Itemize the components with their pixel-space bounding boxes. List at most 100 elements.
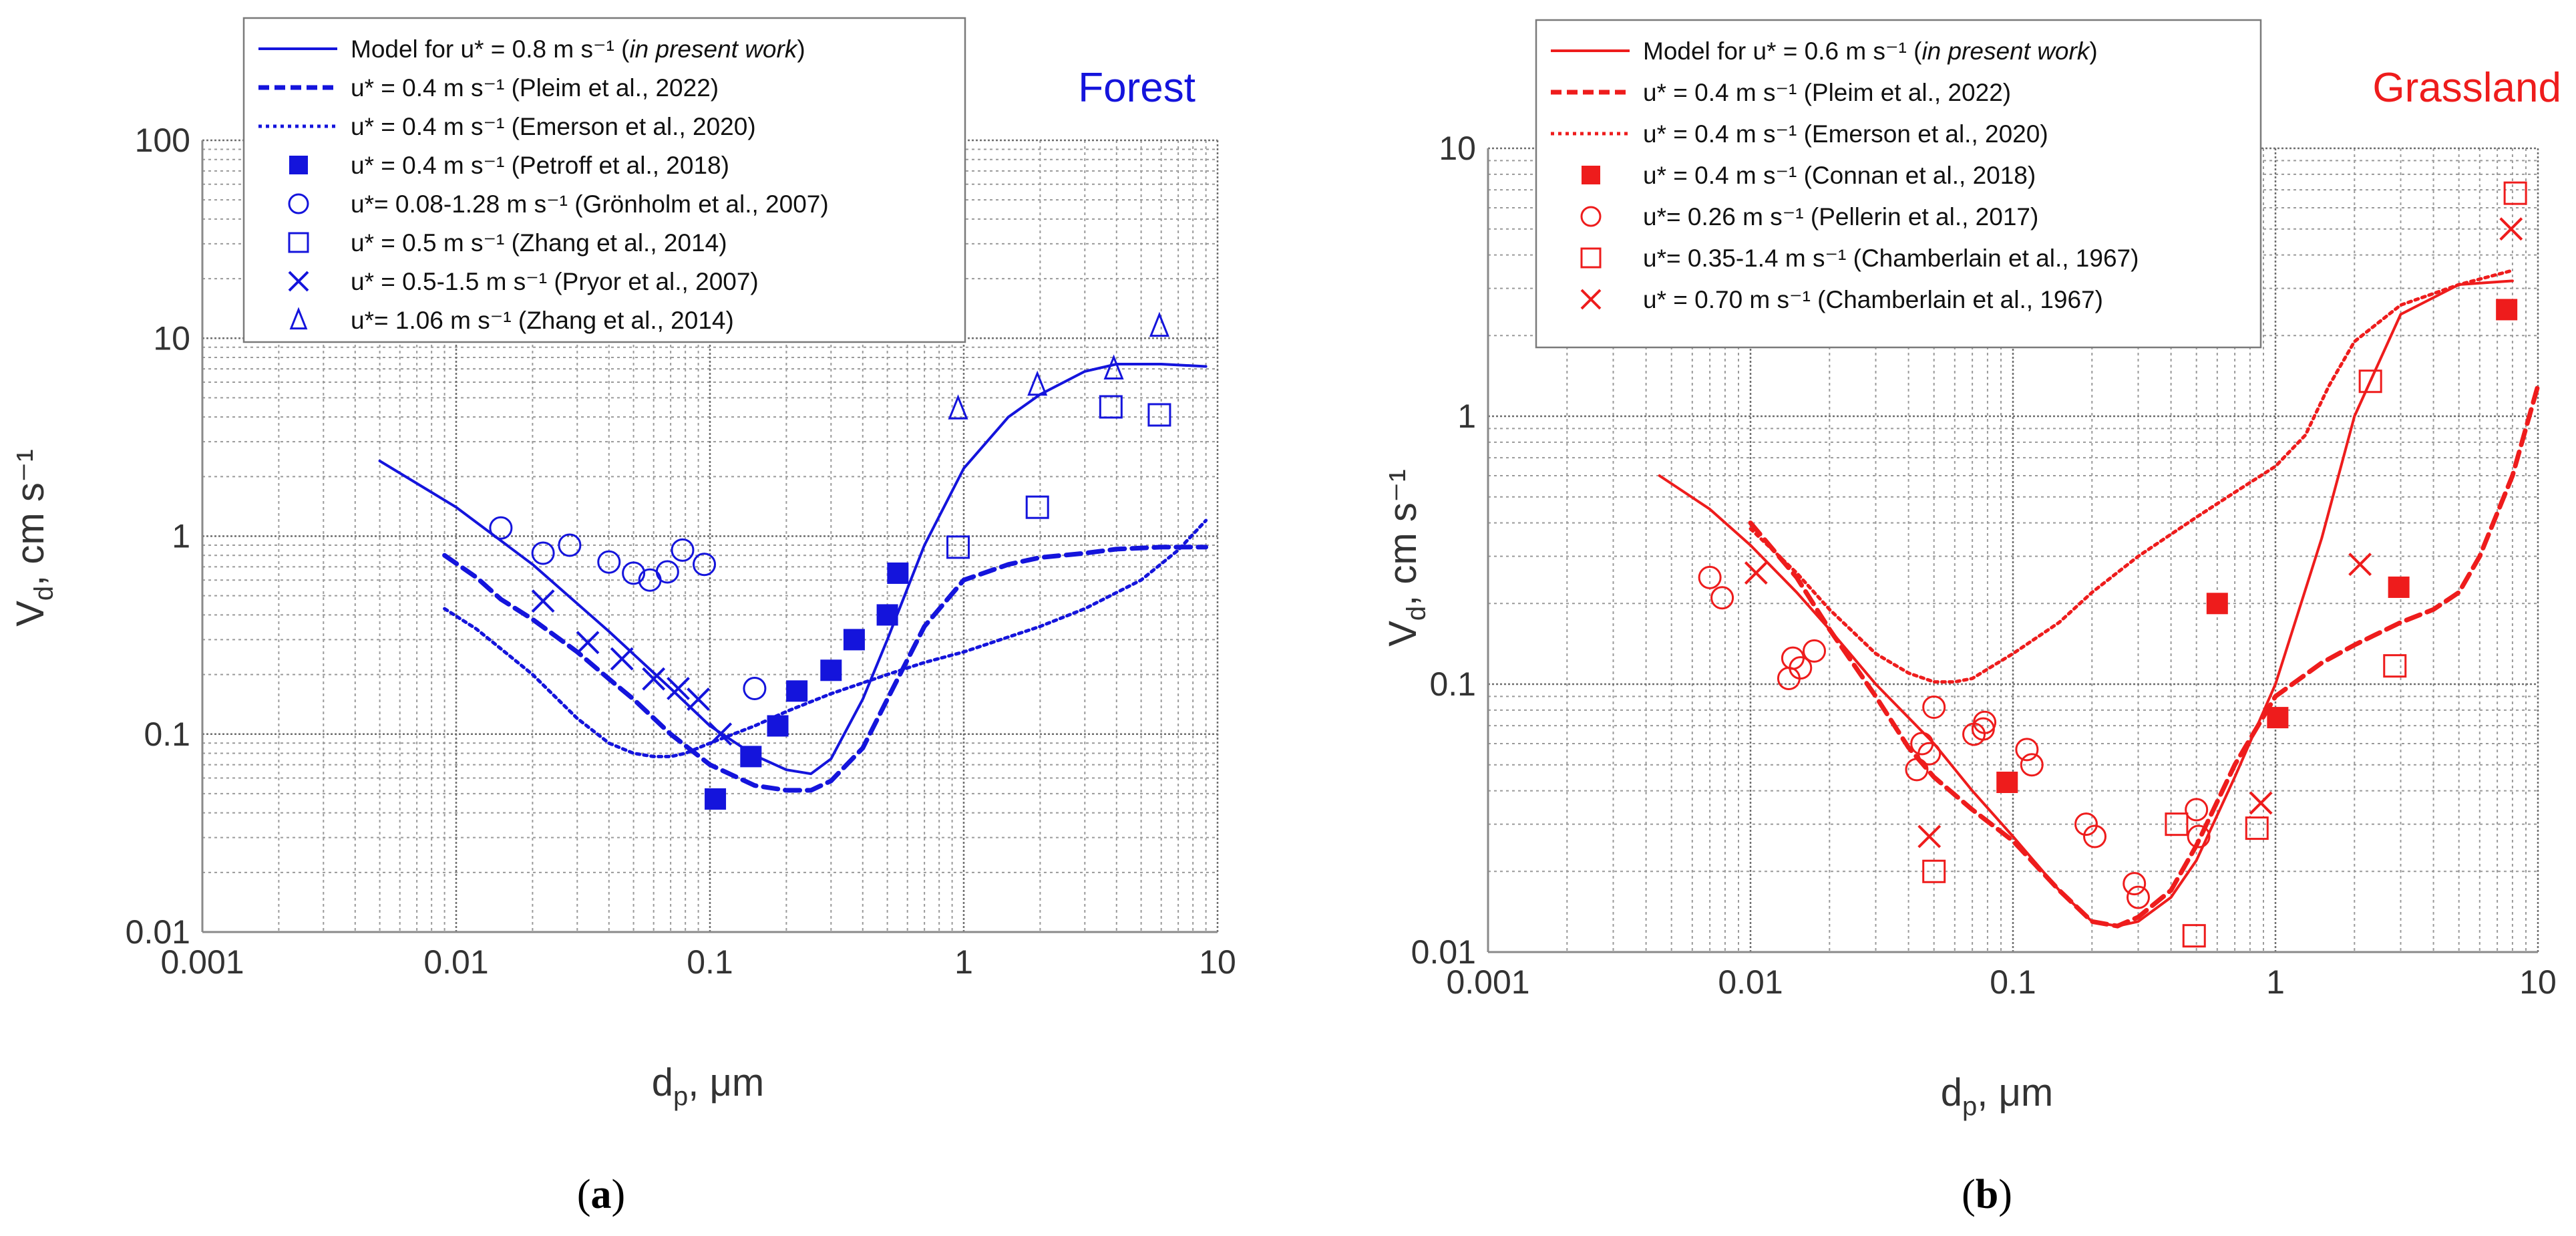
data-point bbox=[946, 535, 970, 559]
data-point bbox=[610, 647, 634, 671]
data-point bbox=[2496, 299, 2518, 321]
legend-label: u* = 0.5-1.5 m s⁻¹ (Pryor et al., 2007) bbox=[351, 268, 759, 295]
legend: Model for u* = 0.8 m s⁻¹ (in present wor… bbox=[242, 17, 966, 343]
series-1 bbox=[1748, 383, 2541, 929]
data-point bbox=[876, 604, 898, 626]
data-point bbox=[622, 561, 646, 585]
x-tick-label: 1 bbox=[2266, 963, 2285, 1001]
series-6 bbox=[1744, 217, 2523, 848]
data-point bbox=[2499, 217, 2523, 241]
legend-marker-swatch bbox=[1580, 206, 1602, 227]
panel-label: (a) bbox=[577, 1172, 625, 1217]
series-2 bbox=[1749, 269, 2515, 684]
data-point bbox=[671, 538, 695, 562]
data-point bbox=[2083, 824, 2107, 848]
data-point bbox=[740, 746, 762, 768]
legend-label: Model for u* = 0.6 m s⁻¹ (in present wor… bbox=[1643, 37, 2098, 65]
series-3 bbox=[705, 562, 909, 810]
data-point bbox=[1917, 742, 1942, 766]
data-point bbox=[1922, 696, 1946, 720]
legend-marker-swatch bbox=[288, 271, 309, 292]
series-line bbox=[1748, 383, 2541, 929]
legend-label: u* = 0.4 m s⁻¹ (Connan et al., 2018) bbox=[1643, 162, 2036, 189]
series-5 bbox=[946, 395, 1171, 559]
legend-label: u* = 0.4 m s⁻¹ (Pleim et al., 2022) bbox=[351, 74, 719, 102]
data-point bbox=[2020, 753, 2044, 777]
series-0 bbox=[378, 363, 1208, 776]
data-point bbox=[687, 687, 711, 711]
data-point bbox=[2187, 824, 2211, 848]
panel-title: Grassland bbox=[2372, 65, 2561, 111]
series-line bbox=[442, 545, 1209, 793]
data-point bbox=[2358, 369, 2382, 394]
data-point bbox=[887, 562, 909, 584]
x-tick-label: 10 bbox=[2519, 963, 2557, 1001]
data-point bbox=[1744, 561, 1768, 585]
x-axis-label: dp, μm bbox=[652, 1061, 764, 1111]
series-line bbox=[1749, 269, 2515, 684]
data-point bbox=[489, 516, 513, 540]
data-point bbox=[576, 631, 600, 655]
x-tick-label: 1 bbox=[954, 943, 973, 981]
legend-label: u*= 0.08-1.28 m s⁻¹ (Grönholm et al., 20… bbox=[351, 190, 829, 218]
data-point bbox=[2206, 593, 2228, 615]
series-6 bbox=[531, 589, 733, 746]
legend-marker-swatch bbox=[1580, 289, 1602, 310]
data-point bbox=[2127, 885, 2151, 909]
data-point bbox=[2383, 654, 2407, 678]
legend-marker-swatch bbox=[289, 307, 308, 330]
data-point bbox=[1025, 495, 1049, 519]
legend-label: u* = 0.70 m s⁻¹ (Chamberlain et al., 196… bbox=[1643, 286, 2103, 313]
data-point bbox=[1973, 710, 1997, 734]
data-point bbox=[667, 677, 690, 700]
y-tick-label: 0.1 bbox=[1429, 665, 1476, 703]
legend-label: u* = 0.4 m s⁻¹ (Pleim et al., 2022) bbox=[1643, 79, 2011, 106]
data-point bbox=[767, 715, 789, 737]
data-point bbox=[2165, 812, 2189, 836]
data-point bbox=[1710, 586, 1734, 610]
data-point bbox=[597, 550, 621, 574]
data-point bbox=[2245, 816, 2269, 840]
legend-label: u* = 0.5 m s⁻¹ (Zhang et al., 2014) bbox=[351, 229, 727, 257]
series-2 bbox=[443, 518, 1208, 758]
series-3 bbox=[1996, 299, 2518, 793]
data-point bbox=[1147, 403, 1171, 427]
legend-label: Model for u* = 0.8 m s⁻¹ (in present wor… bbox=[351, 35, 805, 63]
y-tick-label: 0.1 bbox=[144, 716, 190, 753]
data-point bbox=[693, 553, 717, 577]
data-point bbox=[2123, 872, 2147, 896]
data-point bbox=[843, 629, 865, 651]
x-tick-label: 0.1 bbox=[1990, 963, 2036, 1001]
data-point bbox=[820, 659, 842, 681]
data-point bbox=[2267, 707, 2289, 729]
data-point bbox=[1905, 758, 1929, 782]
legend-box bbox=[242, 17, 966, 343]
data-point bbox=[1099, 395, 1123, 419]
data-point bbox=[743, 676, 767, 700]
series-5 bbox=[1922, 181, 2527, 948]
data-point bbox=[2074, 812, 2098, 836]
legend-label: u* = 0.4 m s⁻¹ (Emerson et al., 2020) bbox=[1643, 120, 2048, 148]
data-point bbox=[1922, 859, 1946, 883]
x-axis-label: dp, μm bbox=[1941, 1071, 2053, 1121]
y-tick-label: 0.01 bbox=[126, 913, 190, 951]
data-point bbox=[2182, 924, 2206, 948]
series-4 bbox=[489, 516, 767, 700]
data-point bbox=[2388, 576, 2410, 598]
y-tick-label: 100 bbox=[135, 122, 190, 159]
legend-label: u* = 0.4 m s⁻¹ (Emerson et al., 2020) bbox=[351, 113, 756, 140]
y-tick-label: 1 bbox=[1457, 398, 1476, 435]
data-point bbox=[2348, 553, 2372, 577]
legend-box bbox=[1535, 19, 2262, 349]
x-tick-label: 0.01 bbox=[1718, 963, 1783, 1001]
legend-marker-swatch bbox=[288, 232, 309, 253]
data-point bbox=[1917, 824, 1942, 848]
legend: Model for u* = 0.6 m s⁻¹ (in present wor… bbox=[1535, 19, 2262, 349]
y-tick-label: 10 bbox=[1439, 130, 1476, 167]
x-tick-label: 0.001 bbox=[160, 943, 244, 981]
y-tick-label: 1 bbox=[172, 518, 190, 555]
legend-label: u*= 0.26 m s⁻¹ (Pellerin et al., 2017) bbox=[1643, 203, 2038, 230]
data-point bbox=[1803, 639, 1827, 663]
x-tick-label: 0.01 bbox=[423, 943, 488, 981]
